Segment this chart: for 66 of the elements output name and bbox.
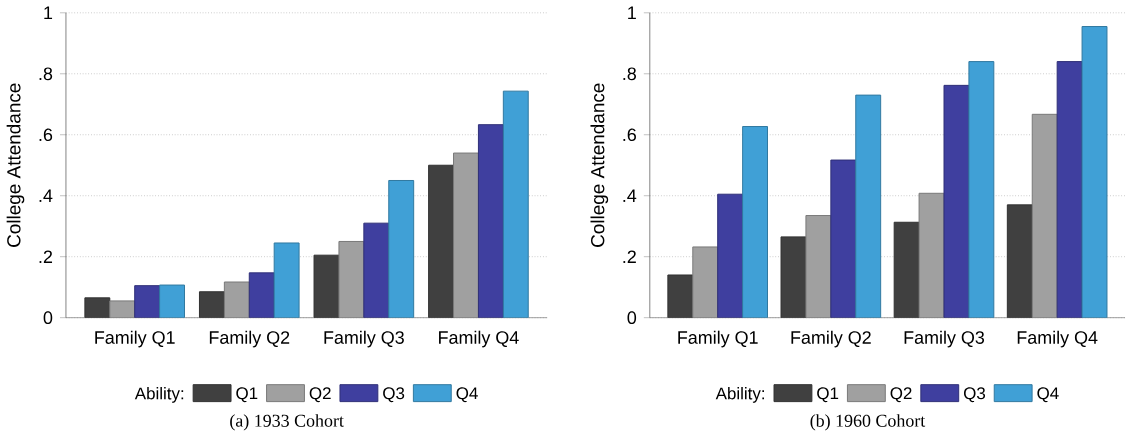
bar bbox=[918, 192, 945, 318]
bar bbox=[477, 124, 504, 318]
y-tick-label: .8 bbox=[623, 67, 636, 81]
y-tick-label: 1 bbox=[628, 6, 636, 19]
x-tick-label: Family Q4 bbox=[1017, 330, 1098, 348]
legend-label: Q3 bbox=[383, 387, 405, 403]
legend-label: Q2 bbox=[309, 387, 331, 403]
bar bbox=[717, 193, 744, 318]
y-tick-label: .2 bbox=[623, 250, 636, 263]
x-tick-label: Family Q1 bbox=[95, 330, 175, 348]
x-tick-label: Family Q3 bbox=[324, 330, 404, 348]
y-tick-label: .8 bbox=[39, 67, 53, 81]
legend-label: Q1 bbox=[817, 387, 839, 403]
bar bbox=[968, 61, 995, 318]
y-tick-label: .6 bbox=[39, 128, 53, 142]
bar bbox=[502, 90, 529, 318]
legend-label: Q2 bbox=[890, 387, 912, 403]
bar bbox=[855, 94, 882, 318]
bar bbox=[943, 84, 970, 318]
bar bbox=[338, 240, 365, 318]
x-tick-label: Family Q2 bbox=[209, 330, 290, 348]
x-tick-label: Family Q2 bbox=[791, 330, 871, 348]
bar bbox=[692, 246, 719, 318]
bar bbox=[313, 254, 340, 318]
y-tick-label: 0 bbox=[627, 311, 637, 325]
y-tick-label: .4 bbox=[623, 189, 637, 202]
bar bbox=[1081, 25, 1108, 318]
bar bbox=[428, 164, 455, 318]
bar bbox=[134, 285, 161, 318]
bar bbox=[198, 291, 225, 318]
y-tick-label: .2 bbox=[39, 250, 53, 263]
bar bbox=[830, 159, 857, 318]
legend-label: Q4 bbox=[1037, 387, 1059, 403]
legend-label: Q1 bbox=[236, 387, 258, 403]
x-tick-label: Family Q4 bbox=[439, 330, 519, 348]
legend-title: Ability: bbox=[715, 386, 764, 403]
bar bbox=[273, 242, 300, 318]
legend-label: Q4 bbox=[456, 387, 478, 403]
bar bbox=[1031, 113, 1058, 318]
bar bbox=[84, 297, 111, 318]
bar bbox=[363, 222, 390, 318]
bar bbox=[1006, 204, 1033, 318]
text: (b) 1960 Cohort bbox=[810, 414, 926, 431]
bar bbox=[109, 300, 136, 318]
bar bbox=[780, 236, 807, 318]
bar bbox=[805, 215, 832, 318]
bar bbox=[248, 272, 275, 318]
bar bbox=[667, 274, 694, 318]
y-tick-label: 0 bbox=[43, 311, 53, 325]
legend-label: Q3 bbox=[963, 387, 986, 403]
bar bbox=[1056, 61, 1083, 318]
legend-title: Ability: bbox=[134, 386, 184, 403]
x-tick-label: Family Q3 bbox=[904, 330, 985, 348]
y-tick-label: .4 bbox=[39, 189, 53, 202]
x-tick-label: Family Q1 bbox=[678, 330, 758, 348]
y-axis-title: College Attendance bbox=[590, 83, 609, 247]
bar bbox=[893, 221, 920, 318]
y-axis-title: College Attendance bbox=[6, 83, 25, 247]
bar bbox=[453, 152, 479, 318]
bar bbox=[223, 281, 250, 318]
y-tick-label: 1 bbox=[44, 6, 53, 19]
y-tick-label: .6 bbox=[623, 128, 636, 142]
bar bbox=[388, 179, 415, 318]
text: (a) 1933 Cohort bbox=[230, 414, 344, 431]
bar bbox=[742, 125, 769, 318]
bar bbox=[159, 284, 186, 318]
